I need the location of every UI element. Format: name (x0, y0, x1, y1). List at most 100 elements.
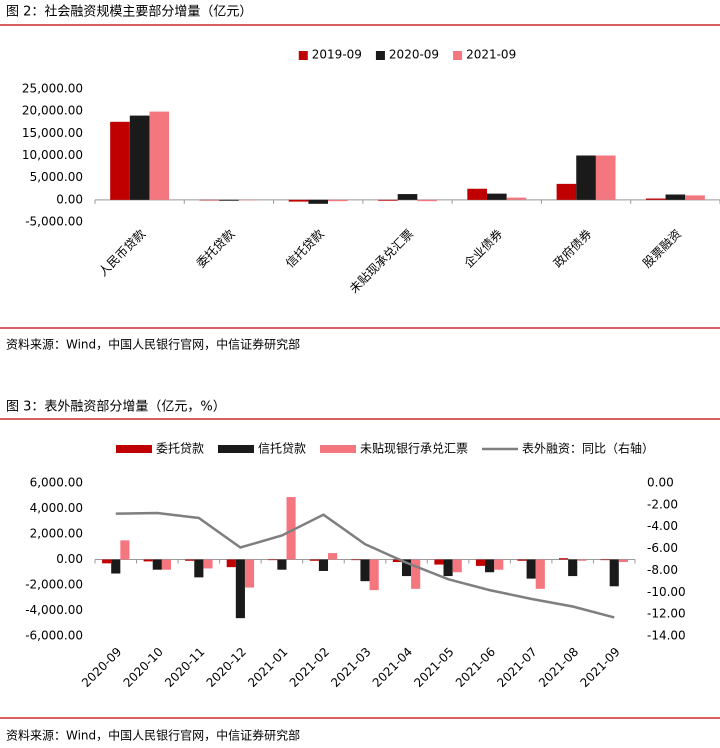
x-tick-label: 人民币贷款 (96, 227, 148, 279)
bar (576, 155, 596, 200)
y-tick-label: 0.00 (56, 192, 83, 206)
bar (199, 199, 220, 201)
y-tick-label: -6,000.00 (25, 629, 83, 643)
bar (665, 194, 686, 200)
bar (685, 195, 705, 200)
bar (328, 199, 348, 202)
legend-swatch (115, 445, 152, 453)
x-tick-label: 2021-07 (494, 645, 539, 690)
y-tick-label: 5,000.00 (30, 170, 83, 184)
bar (558, 558, 569, 560)
bar (318, 559, 329, 571)
bar (194, 559, 204, 578)
bar (486, 193, 507, 200)
x-tick-label: 2020-10 (121, 645, 166, 690)
bar (526, 559, 536, 579)
y-tick-label: 25,000.00 (22, 82, 83, 96)
legend-swatch (217, 445, 254, 453)
y2-tick-label: 0.00 (647, 476, 674, 490)
x-tick-label: 2020-12 (204, 645, 249, 690)
x-tick-label: 2020-11 (162, 645, 207, 690)
x-tick-label: 2021-08 (536, 645, 581, 690)
bar (203, 559, 213, 569)
y-tick-label: 6,000.00 (30, 476, 83, 490)
x-tick-label: 2021-06 (453, 645, 498, 690)
bar (308, 199, 329, 204)
legend-label: 未贴现银行承兑汇票 (360, 442, 468, 456)
legend-label: 信托贷款 (258, 442, 306, 456)
x-tick-label: 未贴现承兑汇票 (347, 227, 416, 296)
x-tick-label: 委托贷款 (194, 227, 238, 271)
y2-tick-label: -8.00 (647, 563, 678, 577)
y2-tick-label: -10.00 (647, 585, 686, 599)
bar (618, 559, 628, 563)
bar (286, 497, 296, 560)
bar (417, 199, 437, 202)
legend-label: 表外融资：同比（右轴） (522, 441, 654, 456)
x-tick-label: 2021-02 (287, 645, 332, 690)
bar (467, 188, 487, 200)
bar (494, 559, 504, 570)
bar (152, 559, 162, 570)
bar (452, 559, 462, 573)
y-tick-label: 4,000.00 (30, 501, 83, 515)
bar (351, 559, 361, 561)
bar (161, 559, 172, 570)
bar (102, 559, 112, 564)
y-tick-label: 10,000.00 (22, 148, 83, 162)
x-tick-label: 2021-05 (411, 645, 456, 690)
legend-label: 2019-09 (312, 48, 362, 62)
bar (226, 559, 236, 568)
bar (434, 559, 444, 565)
bar (111, 559, 121, 574)
bar (129, 115, 150, 200)
bar (149, 111, 170, 200)
legend-swatch (453, 51, 463, 60)
bar (360, 559, 370, 582)
bar (120, 540, 130, 560)
bar (595, 155, 616, 200)
y-tick-label: -5,000.00 (25, 215, 83, 229)
bar (288, 199, 309, 202)
bar (411, 559, 421, 589)
legend-swatch (375, 51, 385, 60)
y2-tick-label: -2.00 (647, 497, 678, 511)
y2-tick-label: -4.00 (647, 519, 678, 533)
bar (517, 559, 527, 561)
source: 资料来源：Wind，中国人民银行官网，中信证券研究部 (6, 337, 300, 352)
bar (556, 183, 577, 200)
y-tick-label: 2,000.00 (30, 527, 83, 541)
bar (600, 559, 610, 561)
y-tick-label: 0.00 (56, 552, 83, 566)
figure-title: 图 3：表外融资部分增量（亿元，%） (6, 400, 226, 415)
bar (401, 559, 412, 577)
bar (378, 199, 398, 201)
x-tick-label: 信托贷款 (283, 227, 327, 271)
bar (609, 559, 619, 587)
y2-tick-label: -14.00 (647, 629, 686, 643)
bar (185, 559, 195, 561)
bar (577, 559, 587, 561)
bar (268, 559, 278, 561)
x-tick-label: 2021-03 (328, 645, 373, 690)
y2-tick-label: -12.00 (647, 607, 686, 621)
legend-label: 2020-09 (389, 48, 439, 62)
bar (506, 197, 527, 200)
line-series (115, 511, 615, 619)
source: 资料来源：Wind，中国人民银行官网，中信证券研究部 (6, 728, 300, 743)
bar (219, 199, 239, 201)
bar (328, 553, 338, 560)
legend-label: 2021-09 (466, 48, 516, 62)
bar (309, 559, 319, 561)
x-tick-label: 2020-09 (79, 645, 124, 690)
bar (535, 559, 545, 589)
legend-label: 委托贷款 (156, 442, 204, 456)
x-tick-label: 企业债券 (461, 226, 506, 271)
x-tick-label: 政府债券 (550, 226, 595, 271)
y2-tick-label: -6.00 (647, 541, 678, 555)
bar (475, 559, 486, 566)
bar (143, 559, 153, 562)
bar (568, 559, 578, 577)
